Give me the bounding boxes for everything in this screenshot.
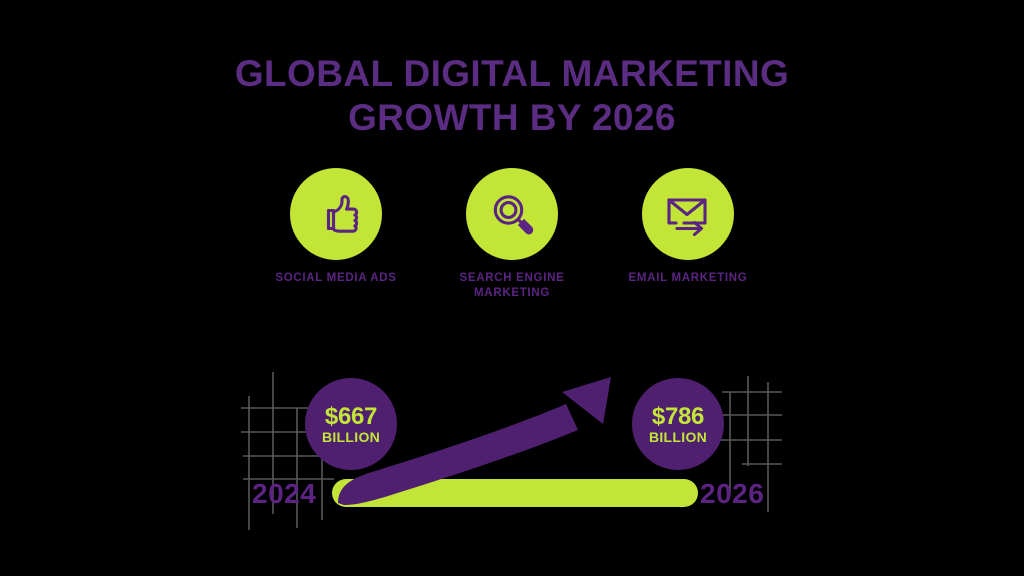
channel-icon-badge: [642, 168, 734, 260]
channel-label: EMAIL MARKETING: [628, 272, 748, 284]
channel-list: SOCIAL MEDIA ADS SEARCH ENGINE MARKETING: [248, 168, 776, 313]
channel-item-email-marketing: EMAIL MARKETING: [600, 168, 776, 286]
title-line-1: GLOBAL DIGITAL MARKETING: [234, 53, 790, 94]
page-title: GLOBAL DIGITAL MARKETING GROWTH BY 2026: [0, 52, 1024, 140]
channel-label: SOCIAL MEDIA ADS: [275, 272, 397, 284]
thumbs-up-icon: [309, 187, 363, 241]
value-marker-2026: $786 BILLION: [632, 378, 724, 470]
value-amount: $786: [651, 402, 705, 430]
channel-icon-badge: [466, 168, 558, 260]
title-line-2: GROWTH BY 2026: [348, 97, 676, 138]
value-unit: BILLION: [648, 428, 708, 445]
timeline-bar: [332, 479, 698, 507]
axis-label-start-year: 2024: [252, 478, 317, 509]
axis-label-end-year: 2026: [700, 478, 765, 509]
envelope-send-icon: [660, 189, 716, 239]
value-amount: $667: [324, 402, 378, 430]
magnifier-icon: [485, 187, 539, 241]
channel-item-search-engine-marketing: SEARCH ENGINE MARKETING: [424, 168, 600, 301]
value-marker-2024: $667 BILLION: [305, 378, 397, 470]
value-unit: BILLION: [321, 428, 381, 445]
channel-item-social-media-ads: SOCIAL MEDIA ADS: [248, 168, 424, 286]
channel-icon-badge: [290, 168, 382, 260]
channel-label: SEARCH ENGINE MARKETING: [459, 272, 565, 299]
